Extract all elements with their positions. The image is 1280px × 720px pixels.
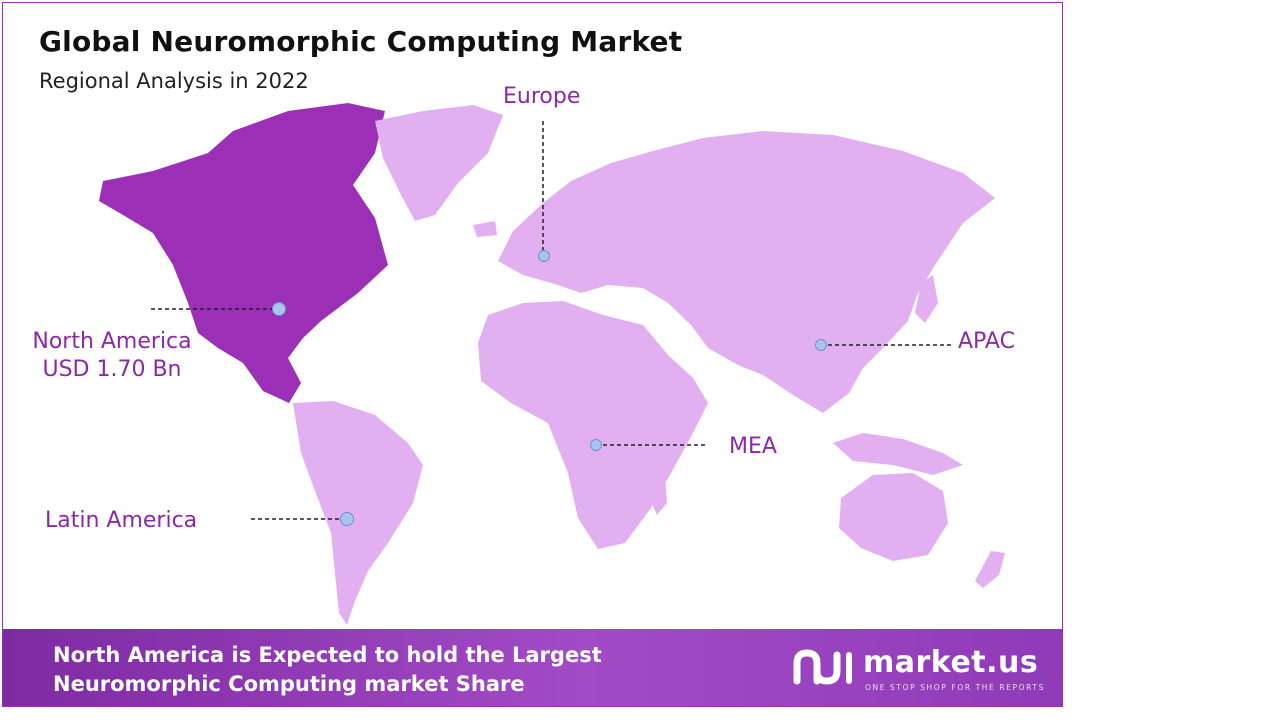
footer-line-2: Neuromorphic Computing market Share [53,672,525,696]
marker-mea [590,439,602,451]
region-australia [839,473,948,561]
region-africa [478,301,708,549]
label-north-america-value: USD 1.70 Bn [42,357,182,382]
marker-latin-america [340,512,354,526]
footer-banner: North America is Expected to hold the La… [3,629,1062,706]
brand-name: market.us [863,645,1039,680]
label-north-america-name: North America [32,329,192,354]
brand-tagline: ONE STOP SHOP FOR THE REPORTS [865,683,1045,692]
footer-line-1: North America is Expected to hold the La… [53,643,602,667]
marker-north-america [272,302,286,316]
region-iceland [473,221,497,237]
brand-logo-block: market.us ONE STOP SHOP FOR THE REPORTS [793,645,1043,695]
page-title: Global Neuromorphic Computing Market [39,25,683,58]
label-europe: Europe [503,84,581,109]
marker-europe [538,250,550,262]
marker-apac [815,339,827,351]
region-north-america [99,103,388,403]
label-mea: MEA [729,434,777,459]
region-japan [915,275,938,323]
label-apac: APAC [958,329,1015,354]
footer-text: North America is Expected to hold the La… [53,641,602,699]
page-subtitle: Regional Analysis in 2022 [39,69,309,93]
region-latin-america [293,401,423,625]
world-map [99,103,1005,625]
label-north-america: North America USD 1.70 Bn [19,328,205,384]
region-sea-islands [833,433,963,475]
brand-logo-icon [793,649,852,685]
region-eurasia [498,131,995,413]
region-madagascar [651,475,667,515]
infographic-card: Global Neuromorphic Computing Market Reg… [2,2,1063,707]
region-greenland [375,105,503,221]
region-new-zealand [975,551,1005,588]
label-latin-america: Latin America [45,508,198,533]
